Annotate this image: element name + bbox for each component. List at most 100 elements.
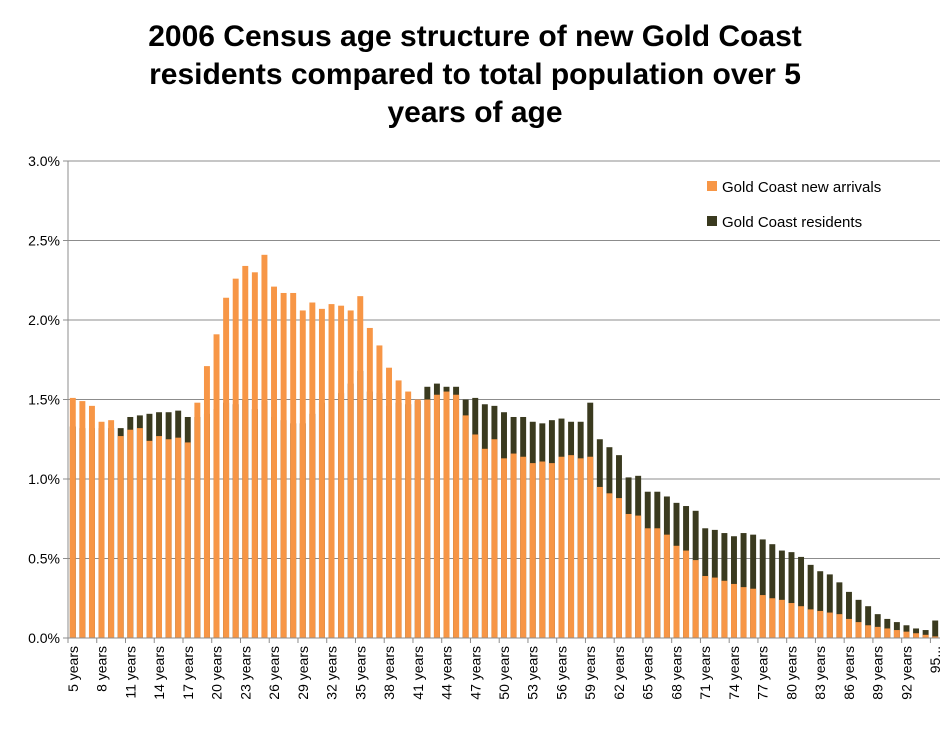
bar-new-arrivals bbox=[261, 254, 268, 638]
bar-new-arrivals bbox=[817, 610, 824, 638]
bar-residents bbox=[759, 539, 766, 638]
y-tick-label: 1.5% bbox=[28, 392, 60, 408]
bar-new-arrivals bbox=[922, 634, 929, 638]
bar-new-arrivals bbox=[453, 394, 460, 638]
x-tick-label: 44 years bbox=[439, 646, 455, 700]
bar-new-arrivals bbox=[98, 421, 105, 638]
bar-new-arrivals bbox=[539, 461, 546, 638]
bar-new-arrivals bbox=[242, 265, 249, 638]
bar-new-arrivals bbox=[347, 310, 354, 638]
x-tick-label: 80 years bbox=[783, 646, 799, 700]
bar-new-arrivals bbox=[663, 534, 670, 638]
y-tick-label: 3.0% bbox=[28, 153, 60, 169]
x-tick-label: 23 years bbox=[237, 646, 253, 700]
bar-new-arrivals bbox=[913, 633, 920, 638]
x-tick-label: 68 years bbox=[668, 646, 684, 700]
bar-residents bbox=[740, 533, 747, 638]
y-tick-label: 0.0% bbox=[28, 630, 60, 646]
bar-new-arrivals bbox=[223, 297, 230, 638]
bar-new-arrivals bbox=[443, 391, 450, 638]
bar-new-arrivals bbox=[740, 587, 747, 638]
bar-new-arrivals bbox=[807, 609, 814, 638]
y-tick-label: 2.5% bbox=[28, 233, 60, 249]
bar-new-arrivals bbox=[386, 367, 392, 638]
bar-new-arrivals bbox=[673, 545, 680, 638]
bar-residents bbox=[769, 544, 776, 638]
bar-new-arrivals bbox=[136, 428, 143, 638]
x-tick-label: 89 years bbox=[870, 646, 886, 700]
bar-new-arrivals bbox=[194, 402, 201, 638]
bar-new-arrivals bbox=[635, 515, 642, 638]
x-tick-label: 20 years bbox=[209, 646, 225, 700]
x-tick-label: 65 years bbox=[640, 646, 656, 700]
bar-new-arrivals bbox=[309, 302, 316, 638]
bar-residents bbox=[788, 552, 795, 638]
x-tick-label: 56 years bbox=[553, 646, 569, 700]
bar-new-arrivals bbox=[338, 305, 345, 638]
bar-new-arrivals bbox=[165, 439, 172, 638]
x-tick-label: 71 years bbox=[697, 646, 713, 700]
bar-residents bbox=[932, 620, 939, 638]
bar-new-arrivals bbox=[203, 366, 210, 638]
bar-new-arrivals bbox=[596, 486, 603, 638]
bar-new-arrivals bbox=[683, 550, 690, 638]
bar-new-arrivals bbox=[376, 345, 383, 638]
axes: 0.0% 0.5% 1.0% 1.5% 2.0% 2.5% 3.0% 5 years 8 yea… bbox=[28, 153, 943, 700]
bar-new-arrivals bbox=[721, 580, 728, 638]
bar-new-arrivals bbox=[826, 612, 833, 638]
bar-residents bbox=[855, 599, 862, 638]
legend-swatch-new-arrivals bbox=[707, 181, 717, 191]
x-tick-label: 83 years bbox=[812, 646, 828, 700]
y-tick-label: 0.5% bbox=[28, 551, 60, 567]
bar-residents bbox=[798, 556, 805, 638]
bar-new-arrivals bbox=[156, 436, 163, 638]
bars bbox=[69, 254, 939, 638]
legend-label-new-arrivals: Gold Coast new arrivals bbox=[722, 179, 881, 196]
bar-residents bbox=[817, 571, 824, 638]
bar-new-arrivals bbox=[865, 625, 872, 638]
y-tick-label: 1.0% bbox=[28, 471, 60, 487]
bar-new-arrivals bbox=[750, 588, 757, 638]
x-tick-label: 59 years bbox=[582, 646, 598, 700]
chart-title-line-1: 2006 Census age structure of new Gold Co… bbox=[148, 20, 802, 53]
bar-new-arrivals bbox=[711, 577, 718, 638]
bar-new-arrivals bbox=[798, 606, 805, 638]
bar-new-arrivals bbox=[280, 292, 287, 638]
bar-new-arrivals bbox=[510, 453, 517, 638]
x-tick-label: 11 years bbox=[122, 646, 138, 699]
bar-new-arrivals bbox=[271, 286, 277, 638]
bar-new-arrivals bbox=[769, 598, 776, 638]
bar-new-arrivals bbox=[251, 272, 258, 638]
bar-residents bbox=[884, 618, 891, 638]
bar-new-arrivals bbox=[874, 626, 881, 638]
bar-new-arrivals bbox=[491, 439, 498, 638]
chart-title-line-3: years of age bbox=[387, 96, 563, 129]
bar-residents bbox=[845, 591, 852, 638]
x-tick-label: 8 years bbox=[94, 646, 110, 692]
x-tick-label: 41 years bbox=[410, 646, 426, 700]
bar-new-arrivals bbox=[836, 614, 843, 638]
bar-new-arrivals bbox=[184, 442, 191, 638]
x-tick-label: 95... bbox=[927, 646, 943, 673]
bar-new-arrivals bbox=[79, 401, 86, 638]
bar-new-arrivals bbox=[587, 456, 594, 638]
bar-residents bbox=[865, 606, 872, 638]
bar-residents bbox=[826, 574, 833, 638]
bar-new-arrivals bbox=[414, 399, 421, 638]
bar-new-arrivals bbox=[127, 429, 134, 638]
legend-label-residents: Gold Coast residents bbox=[722, 214, 862, 231]
bar-new-arrivals bbox=[520, 456, 527, 638]
bar-new-arrivals bbox=[472, 434, 479, 638]
bar-new-arrivals bbox=[558, 456, 565, 638]
bar-new-arrivals bbox=[577, 458, 584, 638]
x-tick-label: 62 years bbox=[611, 646, 627, 700]
bar-new-arrivals bbox=[568, 455, 575, 638]
bar-new-arrivals bbox=[625, 513, 632, 638]
bar-new-arrivals bbox=[529, 463, 536, 638]
bar-new-arrivals bbox=[903, 631, 910, 638]
bar-new-arrivals bbox=[855, 622, 862, 638]
bar-new-arrivals bbox=[616, 498, 622, 638]
bar-new-arrivals bbox=[232, 278, 239, 638]
y-tick-label: 2.0% bbox=[28, 312, 60, 328]
bar-residents bbox=[922, 630, 929, 638]
